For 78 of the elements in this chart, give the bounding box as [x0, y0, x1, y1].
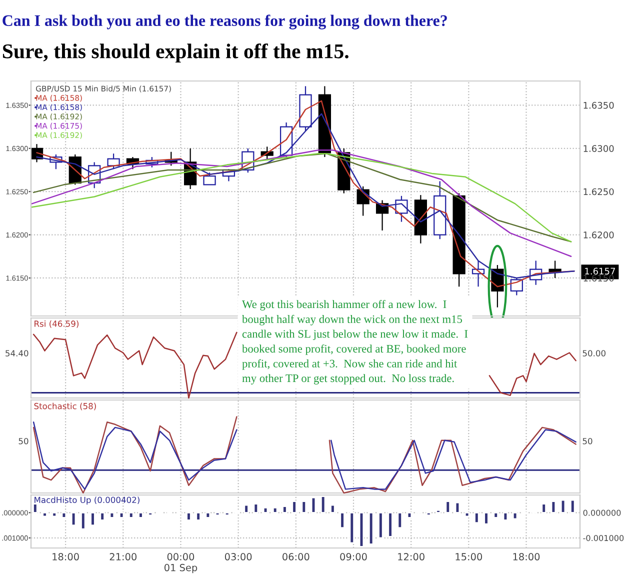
bar	[406, 512, 412, 518]
x-tick-label: 09:00	[340, 553, 367, 560]
y2-tick-label: 0.000000	[583, 510, 621, 516]
x-tick-label: 15:00	[456, 553, 482, 560]
bar	[244, 504, 249, 514]
chart-title: Rsi (46.59)	[34, 320, 78, 328]
text: 50	[18, 438, 28, 444]
bar	[52, 512, 57, 518]
bar	[340, 512, 345, 529]
bar	[70, 512, 76, 526]
bar	[148, 512, 153, 516]
bar	[550, 500, 556, 514]
bar	[128, 512, 134, 518]
candlestick	[203, 172, 216, 186]
bar	[484, 512, 489, 525]
bar	[349, 512, 355, 544]
bar	[512, 512, 518, 520]
bar	[445, 500, 450, 514]
bar	[138, 512, 144, 518]
x-tick-label: 18:00	[513, 553, 540, 560]
bar	[42, 512, 48, 518]
bar	[214, 512, 220, 516]
x-tick-label: 21:00	[110, 553, 137, 560]
bar	[397, 512, 402, 529]
bar	[118, 512, 124, 518]
chart-title: Can I ask both you and eo the reasons for going long down there?	[2, 14, 447, 30]
bar	[454, 502, 460, 514]
y2-tick-label: -0.001000	[583, 534, 624, 542]
bar	[100, 512, 105, 521]
bar	[560, 499, 566, 514]
x-tick-label: 03:00	[224, 553, 252, 560]
y2-tick-label: 1.6300	[584, 145, 614, 152]
text: 54.40	[6, 350, 28, 356]
chart-subtitle: Sure, this should explain it off the m15.	[2, 43, 348, 63]
bar	[436, 509, 441, 514]
text: 1.6157	[585, 268, 615, 275]
bar	[272, 506, 278, 514]
bar	[368, 512, 374, 545]
bar	[541, 503, 546, 514]
bar	[320, 496, 326, 514]
x-tick-label: 12:00	[398, 553, 424, 560]
bar	[502, 512, 508, 521]
bar	[262, 506, 268, 514]
bar	[570, 499, 576, 514]
bar	[253, 503, 259, 514]
bar	[493, 512, 498, 518]
bar	[378, 512, 384, 539]
bar	[388, 512, 393, 538]
candlestick	[107, 153, 120, 170]
bar	[32, 503, 38, 514]
bar	[186, 512, 192, 521]
bar	[301, 500, 307, 514]
bar	[426, 512, 432, 516]
bar	[109, 512, 115, 518]
bar	[282, 506, 288, 514]
annotation: We got this bearish hammer off a new low. I bought half way down the wick on the next m15 candle with SL just below the new low it made. I booked some profit, covered at BE, booked more profit, covered at +3. Now she can ride and hit my other TP or get stopped out. No loss trade.	[242, 300, 468, 384]
bar	[224, 512, 230, 516]
bar	[205, 512, 211, 518]
x-tick-label: 06:00	[282, 553, 310, 560]
bar	[310, 496, 316, 514]
text: 50	[582, 438, 592, 444]
y2-tick-label: 1.6250	[584, 188, 614, 196]
x-tick-label: 00:00 01 Sep	[164, 553, 198, 574]
text: 50.00	[582, 350, 606, 356]
chart-title: MacdHisto Up (0.000402)	[34, 496, 140, 505]
y2-tick-label: 1.6350	[584, 102, 614, 109]
bar	[90, 512, 96, 526]
bar	[474, 512, 480, 524]
y2-tick-label: 1.6200	[584, 232, 614, 238]
chart-title: Stochastic (58)	[34, 402, 96, 410]
bar	[61, 512, 67, 518]
bar	[196, 512, 201, 521]
bar	[80, 512, 86, 530]
bar	[358, 512, 364, 548]
bar	[292, 500, 297, 514]
bar	[330, 504, 336, 514]
bar	[464, 512, 470, 518]
x-tick-label: 18:00	[52, 553, 79, 560]
